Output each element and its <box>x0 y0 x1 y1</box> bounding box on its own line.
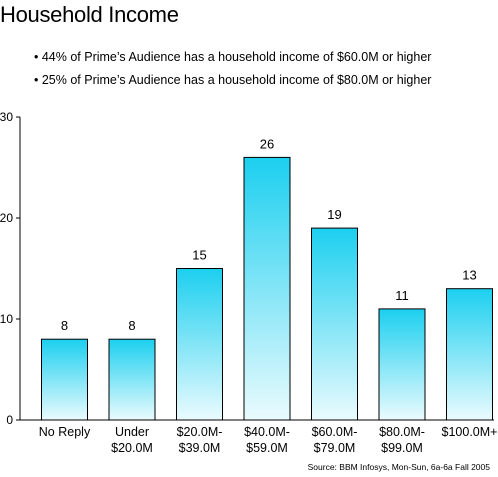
bar-value-label: 26 <box>260 136 274 151</box>
source-note: Source: BBM Infosys, Mon-Sun, 6a-6a Fall… <box>307 462 490 472</box>
bar <box>108 338 156 421</box>
category-label: $100.0M+ <box>442 425 498 439</box>
y-tick-label: 20 <box>0 211 13 225</box>
bar-value-label: 8 <box>61 318 68 333</box>
bar <box>378 308 426 421</box>
category-label: $60.0M-$79.0M <box>312 425 358 455</box>
category-label: No Reply <box>39 425 91 439</box>
category-label: $20.0M-$39.0M <box>177 425 223 455</box>
category-label: Under $20.0M <box>111 425 153 455</box>
category-label: $40.0M-$59.0M <box>244 425 290 455</box>
category-label: $80.0M-$99.0M <box>379 425 425 455</box>
bar-value-label: 8 <box>128 318 135 333</box>
bar <box>243 156 291 421</box>
bar-value-label: 11 <box>395 288 409 303</box>
y-tick-label: 0 <box>6 413 13 427</box>
chart-title: Household Income <box>0 2 179 27</box>
summary-bullet-2: • 25% of Prime’s Audience has a househol… <box>34 73 432 87</box>
y-tick-label: 30 <box>0 110 13 124</box>
summary-bullets: • 44% of Prime’s Audience has a househol… <box>34 46 431 92</box>
y-tick-label: 10 <box>0 312 13 326</box>
summary-bullet-1: • 44% of Prime’s Audience has a househol… <box>34 50 432 64</box>
bar <box>176 268 223 421</box>
bar-value-label: 19 <box>327 207 341 222</box>
bar-value-label: 15 <box>192 248 206 263</box>
bar <box>311 227 358 421</box>
bar <box>41 338 88 421</box>
bar-value-label: 13 <box>462 268 476 283</box>
bar <box>446 288 493 421</box>
